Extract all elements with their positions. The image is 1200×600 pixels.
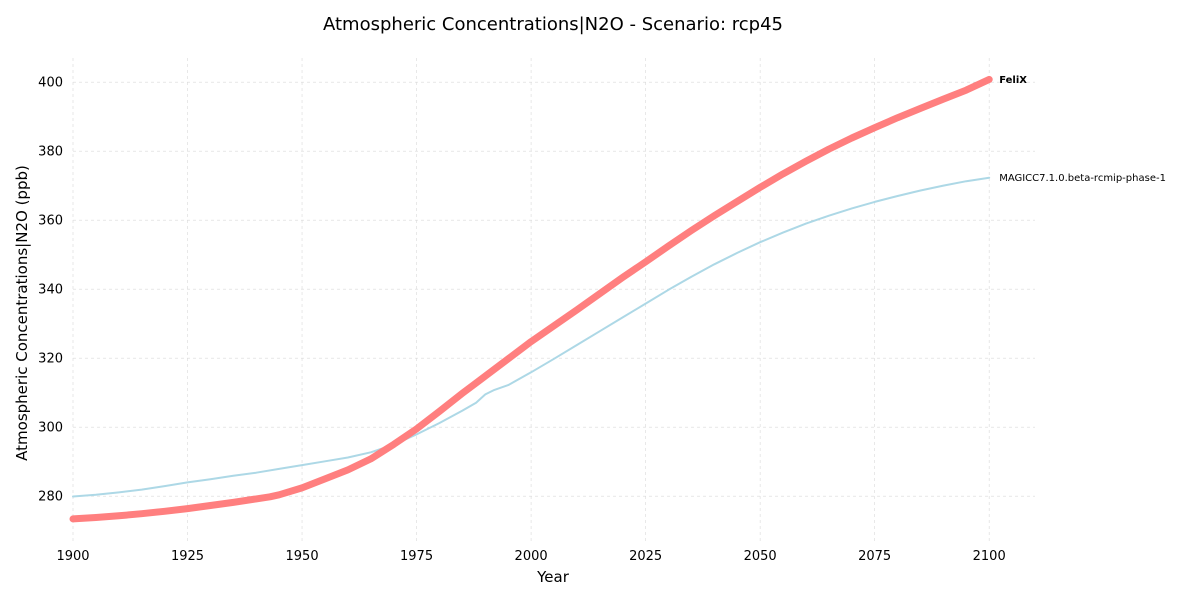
y-axis: 280 300 320 340 360 380 400 (38, 76, 63, 505)
y-tick-label: 400 (38, 76, 63, 91)
series-group (69, 75, 993, 523)
series-line (72, 176, 991, 498)
y-axis-label: Atmospheric Concentrations|N2O (ppb) (13, 165, 31, 461)
x-tick-label: 1950 (286, 549, 319, 564)
x-axis-label: Year (536, 568, 570, 586)
grid (72, 58, 1035, 541)
y-tick-label: 280 (38, 490, 63, 505)
x-tick-label: 2050 (744, 549, 777, 564)
y-tick-label: 300 (38, 421, 63, 436)
series-label: FeliX (999, 75, 1027, 86)
x-tick-label: 1925 (171, 549, 204, 564)
x-axis: 1900 1925 1950 1975 2000 2025 2050 2075 2100 (56, 549, 1005, 564)
x-tick-label: 1975 (400, 549, 433, 564)
x-tick-label: 2075 (858, 549, 891, 564)
y-tick-label: 380 (38, 145, 63, 160)
chart-title: Atmospheric Concentrations|N2O - Scenari… (323, 14, 783, 35)
y-tick-label: 340 (38, 283, 63, 298)
x-tick-label: 2100 (973, 549, 1006, 564)
series-label: MAGICC7.1.0.beta-rcmip-phase-1 (999, 173, 1166, 184)
series-line (69, 75, 993, 523)
series-labels: MAGICC7.1.0.beta-rcmip-phase-1 FeliX (999, 75, 1166, 184)
y-tick-label: 320 (38, 352, 63, 367)
y-tick-label: 360 (38, 214, 63, 229)
x-tick-label: 2025 (629, 549, 662, 564)
x-tick-label: 1900 (56, 549, 89, 564)
x-tick-label: 2000 (515, 549, 548, 564)
